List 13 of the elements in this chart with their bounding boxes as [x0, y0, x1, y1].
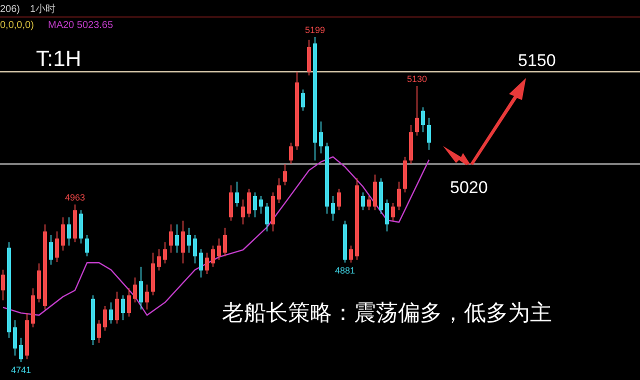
- annotation: T:1H: [36, 46, 82, 71]
- annotation: 4881: [334, 266, 356, 276]
- annotation: 5130: [406, 74, 428, 84]
- text: 0,0,0,0): [0, 20, 34, 31]
- ref-line-label: 5020: [450, 178, 488, 197]
- annotation: 老船长策略：震荡偏多，低多为主: [222, 300, 552, 325]
- text: 206): [0, 4, 20, 15]
- ref-line-label: 5150: [518, 51, 556, 70]
- annotation: 5199: [304, 25, 326, 35]
- text: 1小时: [30, 3, 56, 15]
- text: MA20 5023.65: [48, 20, 114, 31]
- annotation: 4963: [64, 192, 86, 202]
- annotation: 4741: [10, 365, 32, 375]
